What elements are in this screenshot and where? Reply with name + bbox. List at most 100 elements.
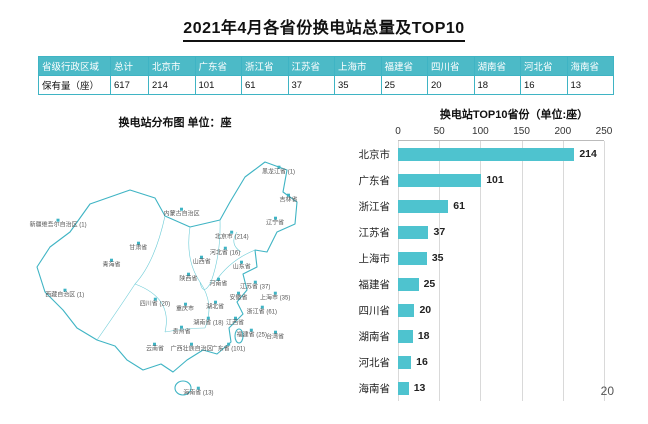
table-cell: 617 (110, 75, 149, 95)
map-province-label: 吉林省 (280, 193, 298, 205)
map-province-label-text: 福建省 (25) (236, 332, 267, 339)
table-header-cell: 广东省 (194, 56, 242, 76)
gridline (604, 141, 605, 401)
table-cell: 61 (241, 75, 289, 95)
map-province-label: 云南省 (146, 342, 164, 353)
province-marker-icon (180, 325, 184, 329)
bar (398, 199, 449, 213)
table-cell: 16 (520, 75, 568, 95)
province-marker-icon (153, 342, 157, 346)
table-header-cell: 上海市 (334, 56, 382, 76)
map-province-label: 海南省 (13) (183, 387, 214, 398)
bar-value-label: 37 (433, 226, 446, 238)
province-marker-icon (110, 258, 114, 262)
table-data-row: 保有量（座） 617 214 101 61 37 35 25 20 18 16 13 (38, 75, 614, 95)
map-panel: 换电站分布图 单位：座 (8, 114, 342, 416)
table-header-row: 省级行政区域 总计 北京市 广东省 浙江省 江苏省 上海市 福建省 四川省 湖南省 河北省 海南省 (38, 56, 614, 76)
map-province-label-text: 山西省 (192, 259, 211, 266)
table-cell: 35 (334, 75, 382, 95)
bar (398, 173, 482, 187)
bar-value-label: 20 (419, 304, 432, 316)
bar-category-label: 河北省 (358, 356, 391, 369)
bar-row: 海南省 13 (359, 375, 604, 401)
province-marker-icon (233, 317, 237, 321)
page-title: 2021年4月各省份换电站总量及TOP10 (0, 14, 648, 42)
bar-value-label: 18 (417, 330, 430, 342)
bar-category-label: 上海市 (358, 252, 391, 265)
province-marker-icon (226, 342, 230, 346)
bar (398, 329, 413, 343)
map-province-label: 安徽省 (229, 291, 248, 303)
map-province-label-text: 新疆维吾尔自治区 (1) (29, 223, 87, 230)
map-province-label: 广东省 (101) (212, 342, 245, 353)
bar-row: 福建省 25 (359, 271, 604, 297)
province-marker-icon (273, 216, 277, 220)
bar (398, 355, 412, 369)
map-province-label-text: 湖南省 (18) (193, 321, 224, 328)
axis-tick-label: 200 (554, 126, 572, 137)
bar-value-label: 35 (431, 252, 444, 264)
bar (398, 303, 415, 317)
map-province-label-text: 甘肃省 (129, 245, 148, 252)
bar-row: 江苏省 37 (359, 219, 604, 245)
table-header-cell: 北京市 (148, 56, 196, 76)
table-header-cell: 河北省 (520, 56, 568, 76)
table-header-cell: 省级行政区域 (38, 56, 111, 76)
china-map-svg (36, 161, 298, 396)
province-marker-icon (216, 277, 220, 281)
chart-area: 0 50 100 150 200 250 北京市 214 广东省 101 浙江省 61 江苏省 37 上海… (359, 126, 612, 401)
map-title: 换电站分布图 单位：座 (118, 117, 232, 129)
map-province-label: 湖南省 (18) (193, 317, 224, 328)
map-province-label: 浙江省 (61) (247, 305, 277, 317)
bar-row: 湖南省 18 (359, 323, 604, 349)
map-province-label: 陕西省 (179, 272, 197, 283)
map-province-label: 福建省 (25) (237, 328, 267, 339)
map-province-label-text: 广西壮族自治区 (170, 346, 213, 353)
map-province-label-text: 河北省 (16) (209, 251, 241, 258)
china-map: 新疆维吾尔自治区 (1) 西藏自治区 (1) 青海省 甘肃省 内蒙古自治区 黑龙江省 (1… (8, 132, 342, 412)
province-marker-icon (236, 291, 240, 295)
map-province-label-text: 山东省 (232, 265, 251, 272)
table-cell: 18 (473, 75, 521, 95)
map-province-label: 江苏省 (37) (240, 280, 270, 292)
page-number: 20 (600, 384, 614, 398)
bar-value-label: 16 (416, 356, 428, 368)
province-marker-icon (253, 280, 257, 284)
bar-category-label: 福建省 (358, 278, 391, 291)
map-province-label: 四川省 (20) (140, 297, 170, 309)
table-header-cell: 总计 (110, 56, 149, 76)
province-marker-icon (223, 247, 227, 251)
map-province-label-text: 安徽省 (229, 295, 248, 302)
province-marker-icon (206, 317, 210, 321)
axis-tick-label: 100 (472, 126, 489, 137)
table-cell: 25 (380, 75, 428, 95)
province-marker-icon (260, 305, 264, 309)
province-marker-icon (287, 193, 291, 197)
bar-row: 浙江省 61 (359, 193, 604, 219)
bar-category-label: 浙江省 (358, 200, 391, 213)
map-province-label-text: 海南省 (13) (183, 391, 214, 398)
province-marker-icon (183, 303, 187, 307)
chart-title: 换电站TOP10省份（单位:座） (439, 109, 589, 121)
map-province-label-text: 河南省 (209, 281, 228, 288)
map-province-label: 新疆维吾尔自治区 (1) (30, 219, 87, 230)
map-province-label: 山西省 (192, 255, 211, 267)
bar-row: 四川省 20 (359, 297, 604, 323)
bar-category-label: 湖南省 (358, 330, 391, 343)
page-title-text: 2021年4月各省份换电站总量及TOP10 (183, 14, 465, 42)
bars: 北京市 214 广东省 101 浙江省 61 江苏省 37 上海市 35 福建省 25 四川省 20 湖南省… (359, 141, 604, 401)
map-province-label-text: 台湾省 (266, 335, 285, 342)
map-province-label: 上海市 (35) (260, 291, 290, 303)
axis-tick-label: 50 (433, 126, 445, 137)
map-province-label: 广西壮族自治区 (171, 342, 213, 353)
province-marker-icon (250, 328, 254, 332)
map-province-label-text: 西藏自治区 (1) (45, 293, 85, 300)
map-province-label: 青海省 (103, 258, 121, 269)
province-marker-icon (230, 230, 234, 234)
province-marker-icon (277, 165, 281, 169)
summary-table: 省级行政区域 总计 北京市 广东省 浙江省 江苏省 上海市 福建省 四川省 湖南省 河北省 海南省 保… (38, 56, 614, 95)
bar-value-label: 13 (413, 382, 426, 394)
province-marker-icon (63, 289, 67, 293)
map-province-label: 黑龙江省 (1) (262, 165, 295, 177)
province-marker-icon (136, 241, 140, 245)
